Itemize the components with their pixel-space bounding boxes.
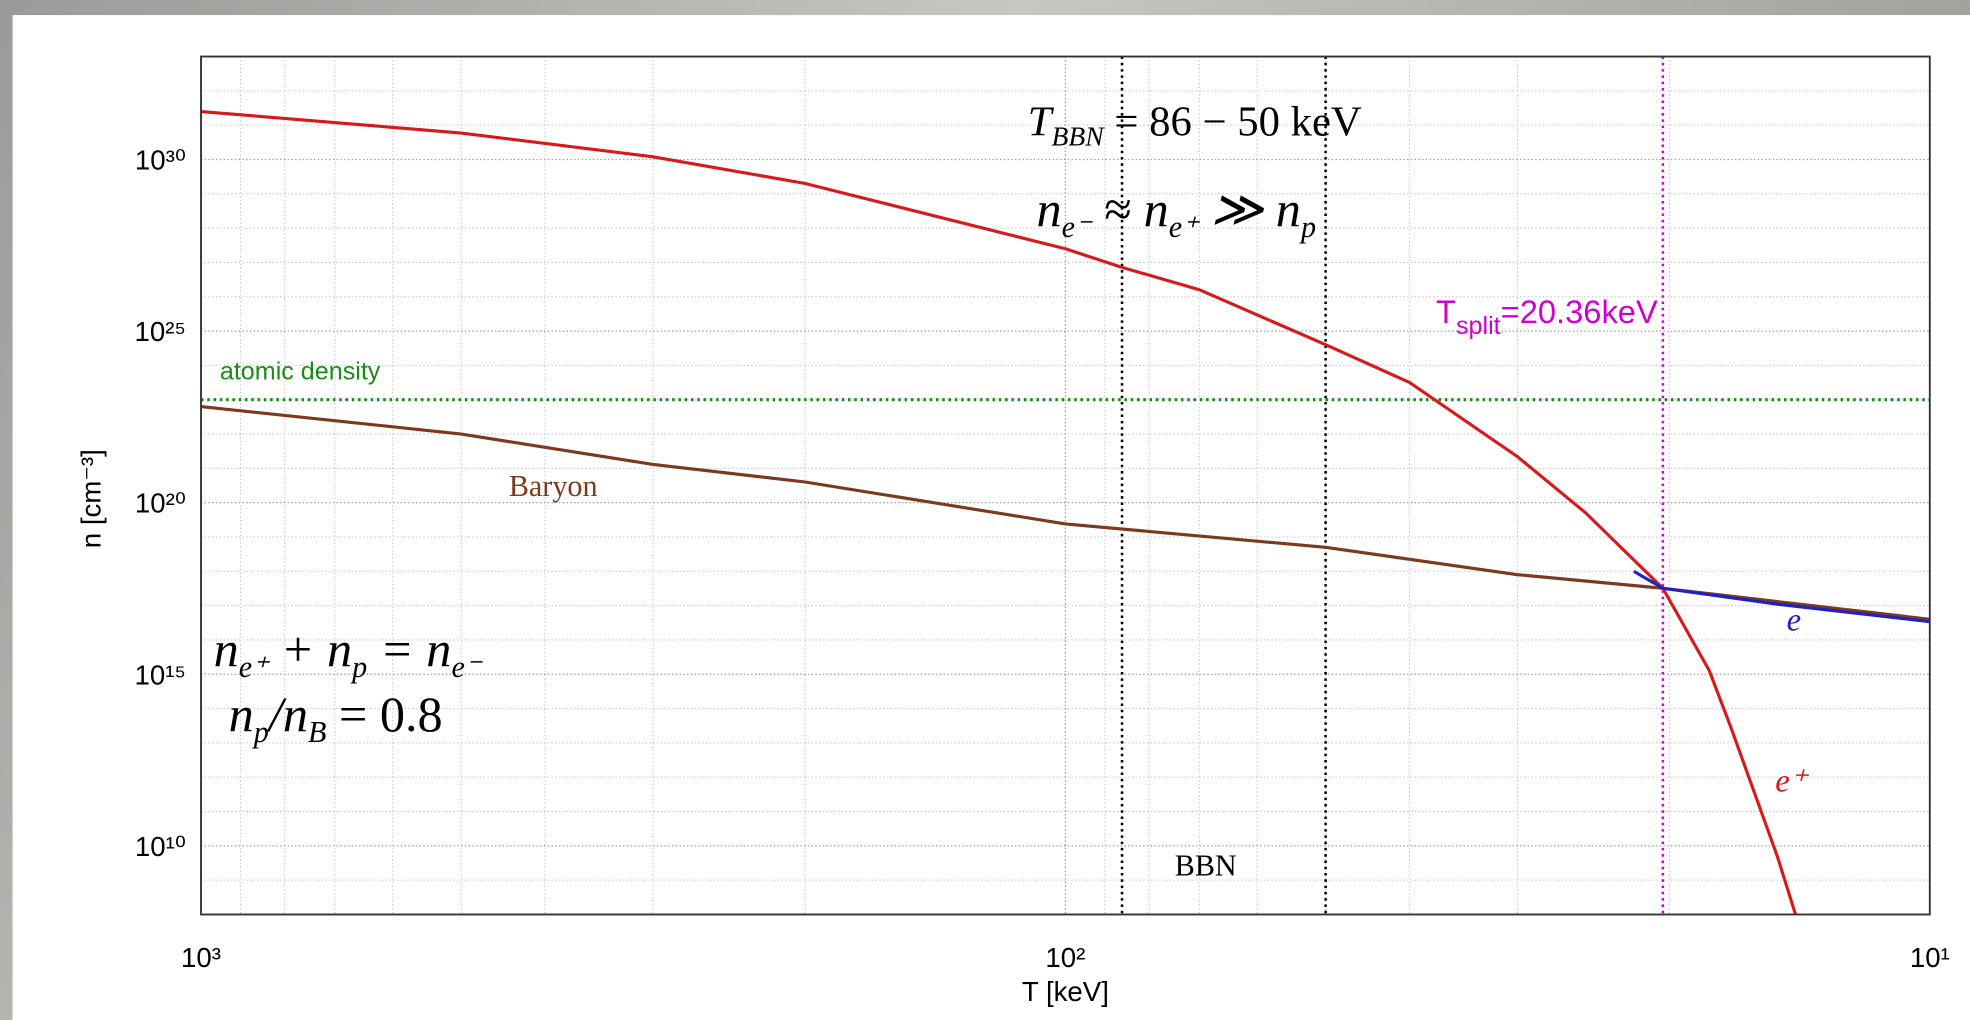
series-label: e⁺ [1775,763,1809,799]
annotation-part: ≈ n [1091,181,1169,237]
annotation-part: n [214,621,239,677]
annotation-part: T [1028,99,1055,146]
annotation: TBBN = 86 − 50 keV [1028,99,1362,152]
annotation-part: ≫ n [1198,181,1301,237]
plot: 10³ 10² 10¹ 10¹⁰ 10¹⁵ 10²⁰ 10²⁵ 10³⁰ [135,55,1950,973]
y-axis-label: n [cm⁻³] [76,449,107,548]
annotation: Tsplit=20.36keV [1436,293,1658,340]
annotation-part: =20.36keV [1501,293,1658,330]
hline-label: atomic density [220,357,381,385]
annotation-part: p [1299,210,1316,244]
annotation-part: BBN [1175,849,1237,883]
annotation-part: e⁺ [239,650,270,684]
annotation-part: BBN [1051,121,1105,152]
annotation: np/nB = 0.8 [229,686,443,749]
x-tick-label: 10¹ [1910,942,1950,973]
annotation-part: split [1456,312,1501,340]
x-axis-label: T [keV] [1022,976,1109,1007]
annotation-part: + n [268,621,352,677]
annotation-part: = 86 − 50 keV [1104,99,1362,146]
y-tick-label: 10¹⁵ [135,659,186,690]
series-label: e [1787,603,1802,639]
annotation: ne⁻ ≈ ne⁺ ≫ np [1037,181,1317,244]
annotation-part: p [252,715,269,749]
annotation-part: = 0.8 [326,686,442,742]
y-tick-label: 10³⁰ [135,145,186,176]
annotation-part: /n [266,686,308,742]
annotation-part: = n [367,621,451,677]
series-line [200,405,1930,621]
plot-area [201,56,1930,915]
annotation-part: n [1037,181,1062,237]
y-tick-label: 10²⁵ [135,316,186,347]
annotation-part: T [1436,293,1456,330]
annotation-part: e⁺ [1169,210,1200,244]
annotation-part: p [350,650,367,684]
series-label: Baryon [509,469,598,503]
series-line [200,109,1798,915]
annotation-part: e⁻ [1062,210,1093,244]
y-tick-label: 10¹⁰ [135,831,186,862]
x-tick-label: 10³ [181,942,221,973]
series-line [1633,569,1930,624]
annotation-part: B [308,715,326,749]
x-tick-label: 10² [1045,942,1085,973]
plot-frame [200,55,1931,916]
annotation-part: e⁻ [451,650,482,684]
annotation: ne⁺ + np = ne⁻ [214,621,483,684]
annotation-part: n [229,686,254,742]
annotation: BBN [1175,849,1237,883]
y-tick-label: 10²⁰ [135,488,186,519]
